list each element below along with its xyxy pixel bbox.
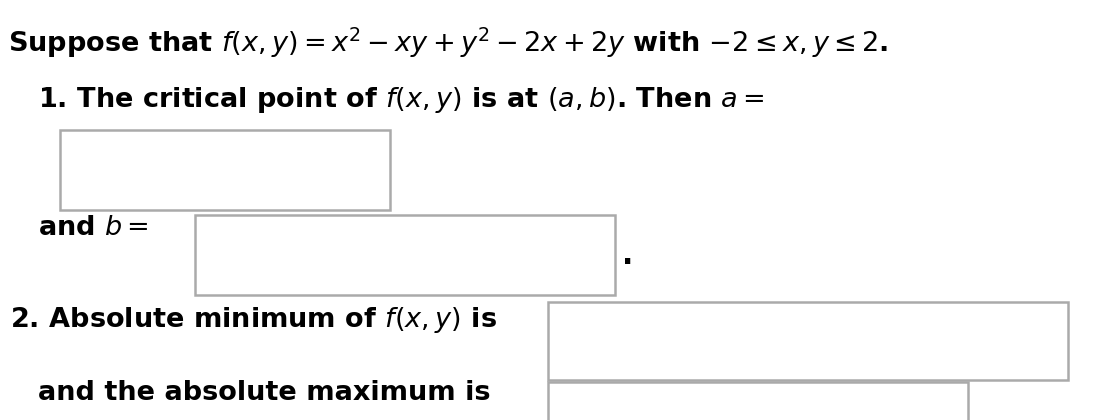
Text: and the absolute maximum is: and the absolute maximum is [38,380,490,406]
Text: 1. The critical point of $f(x, y)$ is at $(a, b)$. Then $a =$: 1. The critical point of $f(x, y)$ is at… [38,85,765,115]
FancyBboxPatch shape [548,302,1068,380]
Text: .: . [975,405,986,420]
Text: and $b =$: and $b =$ [38,215,149,241]
Text: .: . [622,241,634,270]
Text: Suppose that $f(x, y) = x^2 - xy + y^2 - 2x + 2y$ with $-2 \leq x, y \leq 2$.: Suppose that $f(x, y) = x^2 - xy + y^2 -… [8,25,889,60]
FancyBboxPatch shape [195,215,615,295]
Text: 2. Absolute minimum of $f(x, y)$ is: 2. Absolute minimum of $f(x, y)$ is [10,305,497,335]
FancyBboxPatch shape [548,382,968,420]
FancyBboxPatch shape [60,130,390,210]
